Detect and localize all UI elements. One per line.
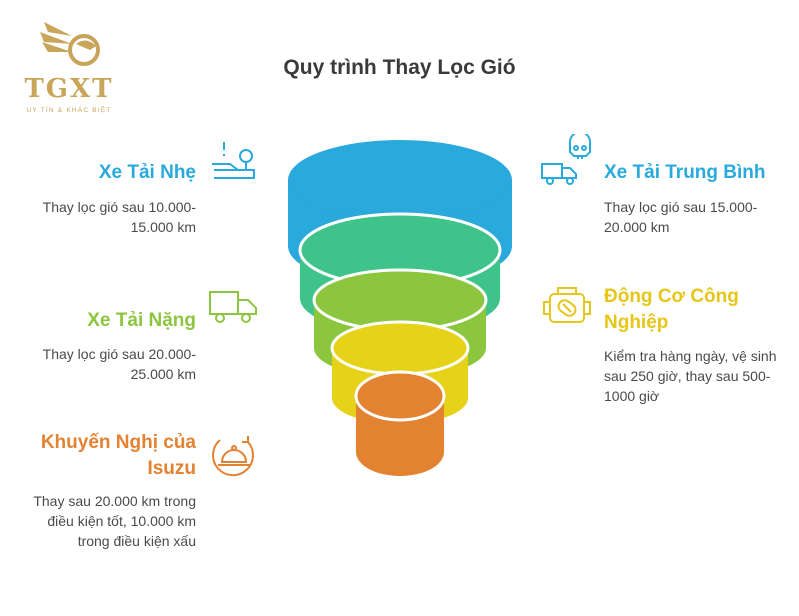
stage-industrial-heading: Động Cơ Công Nghiệp: [604, 286, 739, 333]
truck-icon: [208, 288, 260, 328]
stage-isuzu-heading: Khuyến Nghị của Isuzu: [40, 432, 196, 479]
funnel: [288, 140, 512, 476]
engine-icon: [540, 286, 594, 330]
truck-skull-icon: [540, 134, 594, 186]
stage-industrial-description: Kiểm tra hàng ngày, vệ sinh sau 250 giờ,…: [604, 348, 777, 404]
logo-tagline: UY TÍN & KHÁC BIỆT: [26, 107, 112, 114]
stage-light-description: Thay lọc gió sau 10.000-15.000 km: [42, 199, 196, 235]
stage-medium-heading: Xe Tải Trung Bình: [604, 162, 766, 183]
stage-heavy-description: Thay lọc gió sau 20.000-25.000 km: [42, 346, 196, 382]
stage-light-heading: Xe Tải Nhẹ: [98, 162, 196, 183]
stage-isuzu-description: Thay sau 20.000 km trong điều kiện tốt, …: [33, 493, 196, 549]
stage-heavy-heading: Xe Tải Nặng: [87, 310, 196, 331]
tgxt-logo: TGXT UY TÍN & KHÁC BIỆT: [14, 14, 124, 124]
dashboard-gauge-icon: [208, 140, 260, 184]
service-cloche-icon: [208, 432, 260, 480]
stage-medium-description: Thay lọc gió sau 15.000-20.000 km: [604, 199, 758, 235]
eagle-logo-icon: [40, 22, 100, 66]
funnel-layer-5: [354, 370, 446, 476]
diagram-title: Quy trình Thay Lọc Gió: [283, 56, 516, 79]
logo-brand: TGXT: [24, 74, 114, 104]
